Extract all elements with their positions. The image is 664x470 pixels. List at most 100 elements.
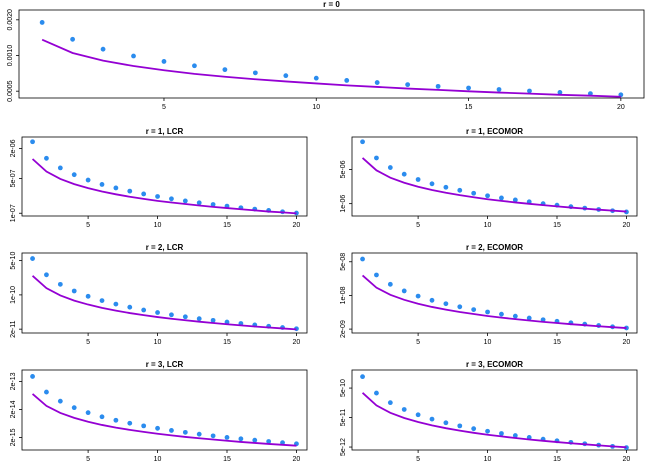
data-point (387, 281, 393, 287)
series-line (41, 38, 621, 98)
data-point (485, 428, 490, 434)
data-point (71, 405, 77, 411)
data-point (527, 88, 532, 94)
data-point (387, 165, 393, 170)
x-tick-label: 5 (86, 222, 90, 229)
data-point (113, 185, 119, 191)
data-point (443, 184, 449, 190)
data-point (401, 171, 407, 177)
data-point (127, 188, 133, 194)
x-tick-label: 20 (623, 456, 631, 463)
y-tick-label: 1e-07 (10, 204, 17, 222)
data-point (222, 67, 228, 73)
data-point (127, 304, 133, 310)
y-tick-label: 2e-09 (340, 320, 347, 338)
y-tick-label: 5e-10 (340, 379, 347, 397)
data-point (360, 374, 365, 380)
data-point (70, 36, 76, 42)
x-tick-label: 10 (312, 104, 320, 111)
data-point (99, 298, 105, 303)
data-point (374, 80, 380, 85)
x-tick-label: 15 (553, 456, 561, 463)
plot-frame (351, 369, 638, 451)
data-point (499, 311, 504, 317)
x-tick-label: 5 (86, 456, 90, 463)
data-point (457, 423, 463, 429)
data-point (313, 75, 319, 81)
data-point (512, 433, 518, 438)
data-point (429, 297, 435, 303)
y-tick-label: 2e-14 (10, 400, 17, 418)
data-point (457, 187, 463, 193)
data-point (401, 407, 407, 412)
plot-frame (21, 252, 308, 334)
data-point (113, 417, 119, 423)
data-point (182, 314, 188, 320)
panel: r = 1, LCR 5 10 15 20 1e-07 5e-07 2e-06 (10, 127, 308, 229)
data-point (71, 288, 77, 294)
x-tick-label: 15 (553, 339, 561, 346)
x-tick-label: 20 (623, 339, 631, 346)
y-tick-label: 2e-11 (10, 320, 17, 337)
y-tick-label: 0.0020 (7, 9, 14, 31)
x-tick-label: 15 (465, 104, 473, 111)
data-point (39, 20, 45, 25)
data-point (266, 439, 272, 444)
panel-title: r = 2, LCR (146, 243, 184, 252)
panel: r = 1, ECOMOR 5 10 15 20 1e-06 5e-06 (340, 127, 638, 229)
data-point (182, 429, 188, 435)
data-point (415, 412, 421, 418)
data-point (57, 165, 63, 171)
series-line (361, 157, 627, 213)
data-point (485, 309, 490, 315)
data-point (252, 437, 258, 443)
plot-frame (21, 136, 308, 217)
data-point (44, 272, 49, 278)
data-point (155, 425, 160, 431)
data-point (192, 63, 197, 69)
data-point (113, 301, 119, 307)
x-tick-label: 10 (154, 222, 162, 229)
x-tick-label: 15 (223, 222, 231, 229)
data-point (512, 197, 518, 203)
data-point (429, 416, 435, 422)
panel: r = 2, ECOMOR 5 10 15 20 2e-09 1e-08 5e-08 (340, 243, 638, 346)
panel: r = 2, LCR 5 10 15 20 2e-11 1e-10 5e-10 (10, 243, 308, 346)
data-point (466, 85, 471, 91)
y-tick-label: 0.0010 (7, 45, 14, 67)
data-point (512, 313, 518, 319)
data-point (210, 433, 216, 439)
data-point (182, 198, 188, 204)
series-line (361, 392, 627, 449)
data-point (360, 139, 365, 145)
x-tick-label: 5 (416, 456, 420, 463)
panel-title: r = 2, ECOMOR (466, 243, 523, 252)
data-point (360, 256, 365, 262)
data-point (57, 281, 63, 287)
series-line (361, 274, 627, 329)
x-tick-label: 10 (484, 456, 492, 463)
data-point (252, 70, 258, 76)
x-tick-label: 5 (86, 339, 90, 346)
data-point (210, 202, 216, 207)
x-tick-label: 20 (293, 222, 301, 229)
data-point (169, 428, 174, 433)
data-point (99, 182, 105, 187)
data-point (429, 181, 435, 187)
panel-title: r = 3, ECOMOR (466, 360, 523, 369)
data-point (415, 177, 421, 182)
panel-title: r = 3, LCR (146, 360, 184, 369)
data-point (238, 436, 244, 442)
data-point (99, 414, 105, 420)
data-point (161, 59, 167, 64)
data-point (30, 256, 35, 261)
data-point (283, 73, 289, 79)
y-tick-label: 1e-08 (340, 286, 347, 304)
panel: r = 0 5 10 15 20 0.0005 0.0010 0.0020 (7, 0, 645, 111)
panel: r = 3, LCR 5 10 15 20 2e-15 2e-14 2e-13 (10, 360, 308, 463)
x-tick-label: 20 (623, 222, 631, 229)
data-point (443, 301, 449, 307)
y-tick-label: 5e-12 (340, 438, 347, 456)
plot-frame (351, 252, 638, 334)
